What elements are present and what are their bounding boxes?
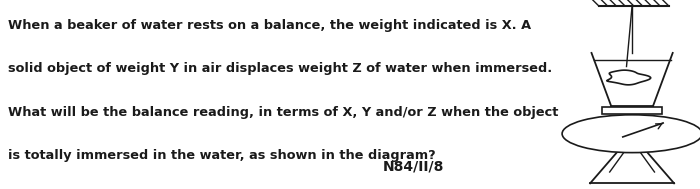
- Text: When a beaker of water rests on a balance, the weight indicated is X. A: When a beaker of water rests on a balanc…: [8, 19, 531, 32]
- Text: solid object of weight Y in air displaces weight Z of water when immersed.: solid object of weight Y in air displace…: [8, 62, 553, 75]
- Text: is totally immersed in the water, as shown in the diagram?: is totally immersed in the water, as sho…: [8, 149, 436, 162]
- Bar: [602, 107, 662, 114]
- Circle shape: [562, 115, 700, 153]
- Polygon shape: [607, 70, 650, 85]
- Text: N84/II/8: N84/II/8: [383, 160, 444, 174]
- Text: What will be the balance reading, in terms of X, Y and/or Z when the object: What will be the balance reading, in ter…: [8, 106, 559, 119]
